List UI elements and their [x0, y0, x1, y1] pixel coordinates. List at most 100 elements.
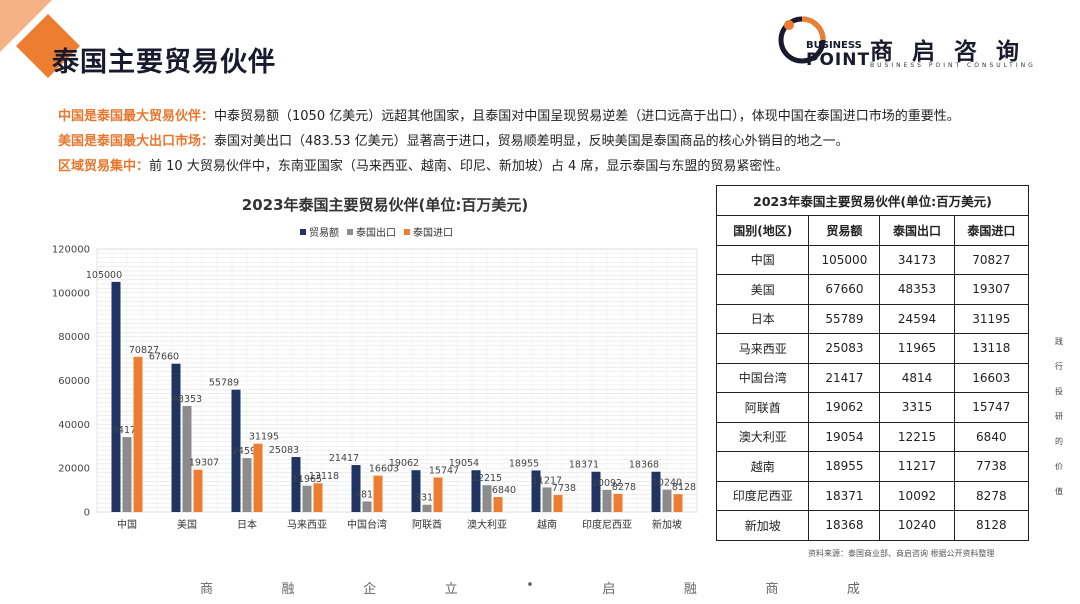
y-tick-label: 100000 — [52, 288, 90, 299]
side-char: 的 — [1055, 437, 1063, 446]
side-char: 行 — [1055, 362, 1063, 371]
side-char: 价 — [1055, 462, 1063, 471]
legend-swatch — [347, 228, 353, 235]
bar-total — [291, 457, 301, 512]
table-row: 新加坡 18368 10240 8128 — [715, 510, 1030, 541]
table-cell-region: 澳大利亚 — [715, 421, 810, 452]
table-row: 中国 105000 34173 70827 — [715, 244, 1030, 275]
slogan-char: 商 — [765, 582, 779, 597]
table-cell-value: 34173 — [879, 244, 955, 275]
key-findings: 中国是泰国最大贸易伙伴：中泰贸易额（1050 亿美元）远超其他国家，且泰国对中国… — [58, 104, 1038, 179]
data-label: 105000 — [86, 270, 122, 281]
finding-text: 前 10 大贸易伙伴中，东南亚国家（马来西亚、越南、印尼、新加坡）占 4 席，显… — [149, 159, 789, 174]
column-header: 泰国进口 — [953, 215, 1030, 246]
bar-total — [411, 470, 421, 512]
bar-total — [531, 470, 541, 512]
data-label: 18371 — [569, 460, 599, 471]
table-cell-value: 31195 — [953, 303, 1030, 334]
legend-item-total: 贸易额 — [300, 224, 339, 239]
bar-export — [182, 406, 192, 512]
table-cell-value: 19307 — [953, 274, 1030, 305]
company-logo: BUSINESS POINT 商启咨询 BUSINESS POINT CONSU… — [778, 14, 1068, 72]
bar-total — [171, 363, 181, 512]
x-tick-label: 美国 — [177, 518, 197, 531]
data-label: 55789 — [209, 378, 239, 389]
table-cell-value: 13118 — [953, 333, 1030, 364]
bar-import — [133, 356, 143, 512]
table-cell-value: 67660 — [808, 274, 881, 305]
data-label: 19062 — [389, 458, 419, 469]
y-tick-label: 0 — [84, 508, 90, 519]
data-label: 70827 — [129, 345, 159, 356]
finding-label: 中国是泰国最大贸易伙伴： — [58, 109, 215, 124]
x-tick-label: 澳大利亚 — [467, 518, 507, 531]
slogan-separator: • — [526, 578, 534, 593]
bar-export — [362, 501, 372, 512]
table-cell-value: 12215 — [879, 421, 955, 452]
x-tick-label: 中国台湾 — [347, 518, 387, 531]
table-cell-value: 10240 — [879, 510, 955, 541]
slogan-char: 商 — [200, 582, 214, 597]
data-label: 19054 — [449, 458, 479, 469]
table-cell-value: 18371 — [808, 480, 881, 511]
table-cell-value: 24594 — [879, 303, 955, 334]
bar-import — [613, 493, 623, 512]
column-header: 贸易额 — [808, 215, 881, 246]
table-cell-value: 55789 — [808, 303, 881, 334]
table-cell-region: 中国台湾 — [715, 362, 810, 393]
table-row: 日本 55789 24594 31195 — [715, 303, 1030, 334]
side-char: 值 — [1055, 487, 1063, 496]
table-cell-region: 阿联酋 — [715, 392, 810, 423]
table-cell-region: 美国 — [715, 274, 810, 305]
slogan-char: 融 — [683, 582, 697, 597]
bar-import — [673, 494, 683, 512]
x-tick-label: 印度尼西亚 — [582, 518, 632, 531]
x-tick-label: 新加坡 — [652, 518, 682, 531]
legend-item-import: 泰国进口 — [404, 224, 453, 239]
table-cell-region: 日本 — [715, 303, 810, 334]
data-label: 3315 — [415, 493, 439, 504]
page-title: 泰国主要贸易伙伴 — [52, 47, 276, 78]
legend-label: 贸易额 — [309, 228, 339, 239]
bar-export — [122, 437, 132, 512]
x-tick-label: 中国 — [117, 518, 137, 531]
table-row: 中国台湾 21417 4814 16603 — [715, 362, 1030, 393]
bar-import — [373, 475, 383, 512]
legend-label: 泰国出口 — [356, 228, 396, 239]
data-label: 8278 — [612, 482, 636, 493]
data-label: 18955 — [509, 458, 539, 469]
data-label: 10092 — [592, 478, 622, 489]
side-char: 投 — [1055, 387, 1063, 396]
side-char: 践 — [1055, 337, 1063, 346]
data-label: 24594 — [232, 446, 262, 457]
table-cell-value: 70827 — [953, 244, 1030, 275]
table-header-row: 国别(地区) 贸易额 泰国出口 泰国进口 — [715, 215, 1030, 246]
table-cell-region: 新加坡 — [715, 510, 810, 541]
data-label: 6840 — [492, 485, 516, 496]
table-cell-value: 19054 — [808, 421, 881, 452]
table-cell-value: 18368 — [808, 510, 881, 541]
legend-label: 泰国进口 — [413, 228, 453, 239]
table-cell-value: 105000 — [808, 244, 881, 275]
bar-chart: 0 20000 40000 60000 80000 100000 120000 105000 3… — [52, 245, 698, 531]
table-cell-value: 8278 — [953, 480, 1030, 511]
table-row: 马来西亚 25083 11965 13118 — [715, 333, 1030, 364]
data-label: 8128 — [672, 482, 696, 493]
table-cell-region: 越南 — [715, 451, 810, 482]
chart-title: 2023年泰国主要贸易伙伴(单位:百万美元) — [241, 196, 529, 214]
data-label: 48353 — [172, 394, 202, 405]
legend-swatch — [404, 228, 410, 235]
data-label: 12215 — [472, 473, 502, 484]
slogan-char: 启 — [602, 582, 616, 597]
data-label: 4814 — [355, 489, 379, 500]
data-label: 21417 — [329, 453, 359, 464]
bar-total — [351, 465, 361, 512]
finding-item: 中国是泰国最大贸易伙伴：中泰贸易额（1050 亿美元）远超其他国家，且泰国对中国… — [58, 104, 1038, 129]
data-label: 7738 — [552, 483, 576, 494]
corner-decoration — [0, 0, 80, 78]
x-tick-label: 阿联酋 — [412, 518, 442, 531]
table-cell-value: 3315 — [879, 392, 955, 423]
table-cell-value: 15747 — [953, 392, 1030, 423]
finding-item: 美国是泰国最大出口市场：泰国对美出口（483.53 亿美元）显著高于进口，贸易顺… — [58, 129, 1038, 154]
bar-export — [422, 504, 432, 512]
